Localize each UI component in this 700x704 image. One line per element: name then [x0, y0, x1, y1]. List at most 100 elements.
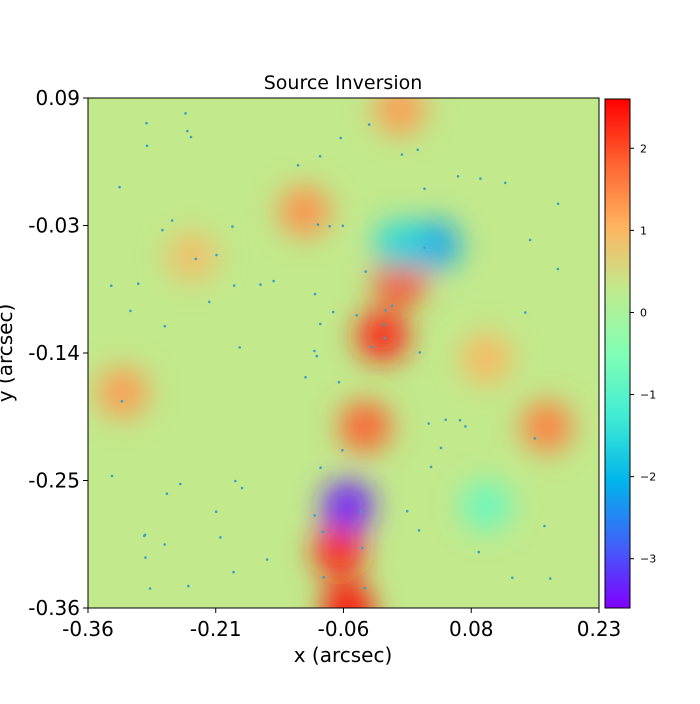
- source-pixel-dot: [427, 422, 431, 425]
- source-pixel-dot: [232, 284, 236, 287]
- source-pixel-dot: [110, 284, 113, 288]
- source-pixel-dot: [189, 135, 193, 139]
- y-tick-label: -0.25: [28, 469, 80, 493]
- source-feature-11: [278, 185, 331, 238]
- source-pixel-dot: [543, 524, 546, 528]
- source-pixel-dot: [215, 253, 218, 257]
- plot-area: [88, 98, 599, 608]
- source-pixel-dot: [120, 399, 124, 403]
- source-pixel-dot: [238, 346, 241, 349]
- source-pixel-dot: [423, 246, 426, 250]
- source-pixel-dot: [384, 308, 387, 312]
- source-pixel-dot: [361, 546, 364, 550]
- source-pixel-dot: [359, 510, 363, 514]
- source-pixel-dot: [339, 136, 343, 140]
- source-pixel-dot: [363, 586, 367, 590]
- source-pixel-dot: [304, 375, 307, 379]
- colorbar-tick-label: −2: [640, 471, 656, 484]
- source-feature-8: [521, 400, 574, 453]
- source-pixel-dot: [315, 354, 319, 358]
- x-tick-label: -0.21: [190, 617, 242, 641]
- source-pixel-dot: [145, 121, 148, 125]
- source-pixel-dot: [556, 267, 560, 271]
- source-pixel-dot: [214, 510, 218, 513]
- x-axis-label: x (arcsec): [294, 643, 393, 667]
- source-pixel-dot: [511, 576, 514, 580]
- source-pixel-dot: [163, 324, 167, 328]
- source-pixel-dot: [429, 465, 433, 469]
- source-pixel-dot: [208, 300, 211, 304]
- source-pixel-dot: [341, 449, 344, 452]
- y-tick-label: -0.03: [28, 214, 80, 238]
- source-feature-13: [165, 230, 218, 283]
- source-pixel-dot: [184, 112, 187, 115]
- colorbar: [604, 98, 631, 609]
- colorbar-tick-label: −1: [640, 389, 656, 402]
- source-feature-7: [460, 480, 513, 532]
- source-pixel-dot: [341, 224, 345, 228]
- source-pixel-dot: [458, 419, 462, 422]
- source-pixel-dot: [503, 181, 507, 185]
- source-pixel-dot: [232, 570, 235, 574]
- y-tick-label: 0.09: [35, 86, 80, 110]
- source-pixel-dot: [417, 529, 421, 532]
- x-tick-label: 0.08: [449, 617, 494, 641]
- source-pixel-dot: [479, 177, 482, 180]
- source-pixel-dot: [319, 322, 322, 326]
- source-pixel-dot: [556, 202, 560, 206]
- x-tick-label: -0.36: [62, 617, 114, 641]
- source-pixel-dot: [390, 304, 394, 308]
- colorbar-tick-label: 2: [640, 142, 647, 155]
- source-pixel-dot: [165, 492, 169, 496]
- chart-title: Source Inversion: [264, 72, 423, 94]
- source-pixel-dot: [313, 292, 317, 296]
- source-pixel-dot: [145, 144, 149, 148]
- source-pixel-dot: [219, 536, 222, 539]
- source-pixel-dot: [163, 543, 166, 546]
- source-pixel-dot: [318, 155, 322, 158]
- source-pixel-dot: [186, 129, 189, 133]
- source-pixel-dot: [367, 123, 371, 126]
- source-pixel-dot: [161, 228, 164, 232]
- source-pixel-dot: [337, 380, 341, 384]
- y-tick-label: -0.14: [28, 341, 80, 365]
- source-pixel-dot: [477, 550, 481, 554]
- source-pixel-dot: [418, 351, 422, 354]
- source-pixel-dot: [118, 185, 121, 189]
- source-pixel-dot: [319, 466, 322, 470]
- source-pixel-dot: [240, 486, 244, 490]
- source-pixel-dot: [528, 238, 532, 242]
- source-pixel-dot: [331, 310, 335, 314]
- source-pixel-dot: [382, 323, 386, 327]
- source-pixel-dot: [423, 187, 426, 191]
- source-pixel-dot: [549, 577, 552, 580]
- source-pixel-dot: [110, 474, 114, 478]
- source-pixel-dot: [322, 575, 326, 579]
- x-tick-label: -0.06: [318, 617, 370, 641]
- source-pixel-dot: [265, 558, 269, 561]
- colorbar-tick-label: 0: [640, 306, 647, 319]
- source-pixel-dot: [170, 219, 174, 222]
- x-tick-label: 0.23: [577, 617, 622, 641]
- source-feature-0: [356, 310, 409, 362]
- source-pixel-dot: [416, 148, 420, 152]
- source-pixel-dot: [383, 336, 387, 340]
- colorbar-tick-label: −3: [640, 553, 656, 566]
- source-pixel-dot: [148, 587, 152, 590]
- source-pixel-dot: [187, 584, 190, 588]
- source-pixel-dot: [313, 514, 317, 517]
- source-pixel-dot: [405, 509, 409, 513]
- source-pixel-dot: [259, 283, 262, 286]
- source-feature-10: [373, 98, 426, 136]
- source-pixel-dot: [439, 446, 443, 450]
- colorbar-ticks: 2 1 0 −1 −2 −3: [630, 142, 656, 566]
- source-pixel-dot: [313, 349, 316, 353]
- source-pixel-dot: [444, 418, 448, 422]
- source-pixel-dot: [533, 437, 537, 440]
- source-pixel-dot: [231, 225, 234, 228]
- source-pixel-dot: [296, 164, 300, 167]
- source-feature-4: [321, 480, 374, 532]
- source-feature-6: [373, 219, 426, 272]
